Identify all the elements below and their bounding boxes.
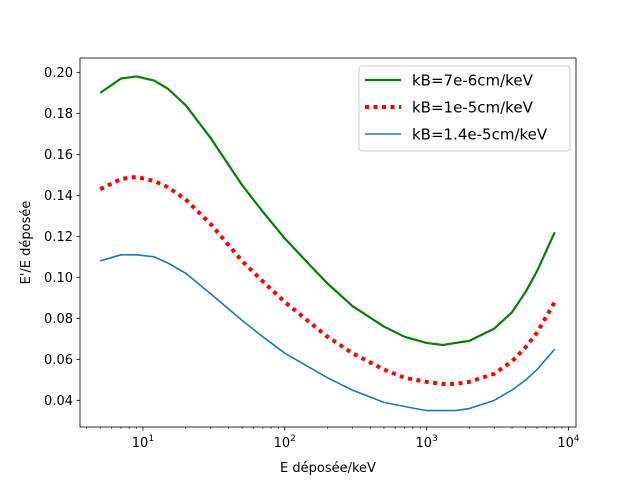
y-tick-label: 0.10 [44, 271, 73, 286]
y-tick-label: 0.16 [44, 148, 73, 163]
series-line-3 [100, 254, 556, 412]
x-tick-label: 101 [132, 434, 154, 451]
tick-layer: 0.04 0.06 0.08 0.10 0.12 0.14 0.16 0.18 0.20 101 1… [44, 66, 580, 451]
x-tick-label: 102 [274, 434, 296, 451]
y-tick-label: 0.12 [44, 230, 73, 245]
legend-label: kB=1.4e-5cm/keV [412, 126, 548, 144]
x-tick-label: 103 [415, 434, 437, 451]
x-axis-label: E déposée/keV [280, 461, 376, 476]
y-tick-label: 0.04 [44, 394, 73, 409]
y-tick-label: 0.20 [44, 66, 73, 81]
legend-label: kB=7e-6cm/keV [412, 72, 534, 90]
series-line-1 [99, 75, 556, 347]
series-line-2 [99, 174, 557, 386]
y-tick-label: 0.18 [44, 107, 73, 122]
legend-box [358, 65, 571, 152]
legend: kB=7e-6cm/keV kB=1e-5cm/keV kB=1.4e-5cm/ke… [358, 65, 571, 152]
series-layer [99, 75, 557, 412]
x-tick-label: 104 [557, 434, 580, 451]
y-axis-label: E'/E déposée [19, 201, 34, 285]
legend-label: kB=1e-5cm/keV [412, 99, 534, 117]
plot-frame [79, 57, 577, 428]
y-tick-label: 0.06 [44, 353, 73, 368]
y-tick-label: 0.14 [44, 189, 73, 204]
y-tick-label: 0.08 [44, 312, 73, 327]
